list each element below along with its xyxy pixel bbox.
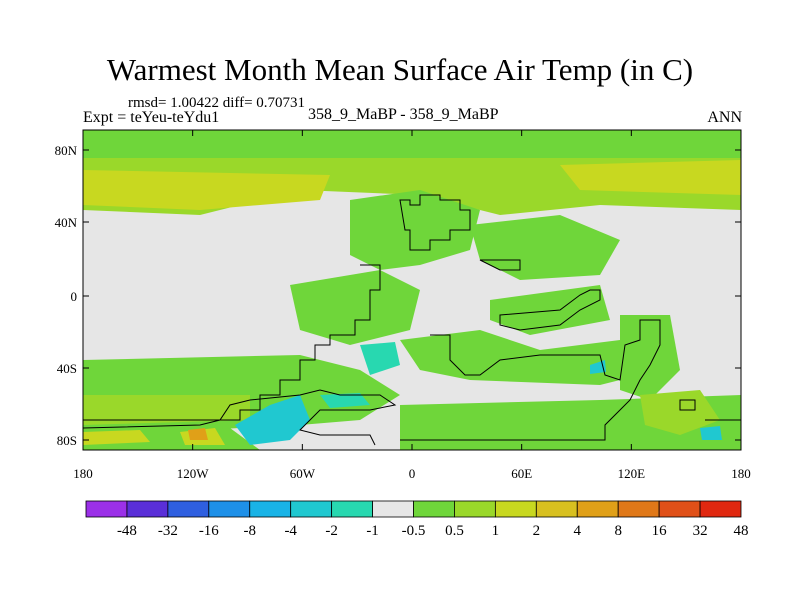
colorbar-swatch	[290, 500, 333, 518]
colorbar-label: -2	[325, 523, 338, 539]
colorbar-label: 32	[693, 523, 708, 539]
gray-area-north	[83, 218, 330, 262]
continent-central	[290, 270, 420, 345]
colorbar-swatch	[494, 500, 537, 518]
cyan-patch-south	[235, 395, 310, 445]
colorbar-swatch	[126, 500, 169, 518]
colorbar-label: 4	[574, 523, 582, 539]
colorbar-swatch	[372, 500, 414, 518]
colorbar-swatch	[699, 500, 742, 518]
lon-label: 180	[73, 466, 93, 481]
lat-label: 40S	[57, 361, 77, 376]
continent-east	[490, 285, 610, 335]
coastline-south	[83, 389, 397, 446]
experiment-label: Expt = teYeu-teYdu1	[83, 109, 220, 126]
colorbar-label: 8	[614, 523, 622, 539]
colorbar-swatch	[658, 500, 701, 518]
colorbar-swatch	[454, 500, 496, 518]
colorbar-label: -4	[284, 523, 297, 539]
colorbar-swatch	[617, 500, 660, 518]
continent-north	[350, 190, 480, 270]
coastline-west	[83, 264, 381, 421]
colorbar-swatch	[167, 500, 210, 518]
coastline-southeast	[400, 319, 661, 441]
colorbar-label: -0.5	[402, 523, 426, 539]
colorbar-swatch	[576, 500, 619, 518]
colorbar: -48 -32 -16 -8 -4 -2 -1 -0.5 0.5 1 2 4 8 16 32 48	[85, 500, 749, 539]
cyan-patch-south-2	[320, 393, 370, 408]
colorbar-label: -32	[158, 523, 178, 539]
south-yellow-patch	[640, 390, 720, 435]
north-yellow-patch	[83, 170, 330, 210]
season-label: ANN	[707, 109, 742, 126]
colorbar-label: -48	[117, 523, 137, 539]
lon-label: 180	[731, 466, 751, 481]
colorbar-label: -8	[244, 523, 257, 539]
lat-label: 80N	[55, 143, 78, 158]
subtitle: 358_9_MaBP - 358_9_MaBP	[308, 106, 499, 123]
colorbar-label: 0.5	[445, 523, 464, 539]
south-yellowgreen	[83, 395, 250, 425]
lat-label: 0	[71, 289, 78, 304]
latitude-axis: 80N 40N 0 40S 80S	[55, 143, 741, 448]
colorbar-swatch	[249, 500, 292, 518]
coastline-east	[499, 289, 601, 331]
colorbar-label: 16	[652, 523, 668, 539]
colorbar-swatch	[208, 500, 251, 518]
lon-label: 120E	[618, 466, 646, 481]
continent-east-north	[470, 215, 620, 280]
coastline-island-1	[479, 259, 521, 271]
colorbar-swatch	[331, 500, 373, 518]
map-panel	[82, 129, 742, 451]
north-yellow-patch-east	[560, 160, 741, 195]
stats-text: rmsd= 1.00422 diff= 0.70731	[128, 95, 306, 111]
continent-southeast	[620, 315, 680, 400]
cyan-patch-far-east	[700, 426, 722, 440]
cyan-patch-central	[360, 342, 400, 375]
orange-patch	[188, 428, 208, 440]
colorbar-swatch	[413, 500, 455, 518]
colorbar-label: -16	[199, 523, 219, 539]
colorbar-label: 48	[734, 523, 749, 539]
colorbar-label: 1	[492, 523, 500, 539]
coastlines	[83, 194, 741, 446]
colorbar-label: -1	[366, 523, 379, 539]
antarctic-yellow	[83, 430, 150, 445]
longitude-axis: 180 120W 60W 0 60E 120E 180	[73, 130, 751, 481]
lon-label: 0	[409, 466, 416, 481]
coastline-island-2	[679, 399, 696, 411]
lon-label: 60W	[290, 466, 316, 481]
lon-label: 120W	[177, 466, 210, 481]
lon-label: 60E	[511, 466, 532, 481]
lat-label: 80S	[57, 433, 77, 448]
coastline-north	[399, 194, 471, 251]
colorbar-label: 2	[533, 523, 541, 539]
colorbar-swatch	[535, 500, 578, 518]
lat-label: 40N	[55, 215, 78, 230]
coastline-far-east	[705, 419, 741, 432]
colorbar-swatch	[85, 500, 128, 518]
map-title: Warmest Month Mean Surface Air Temp (in …	[106, 52, 694, 87]
